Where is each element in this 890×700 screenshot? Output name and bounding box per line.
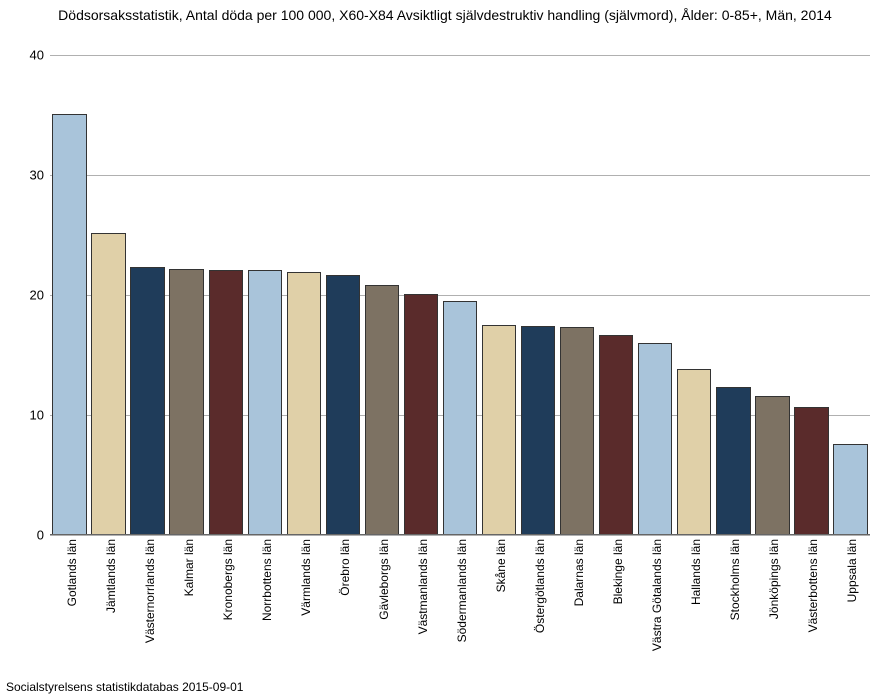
bar xyxy=(248,270,282,535)
bar-slot: Västernorrlands län xyxy=(128,55,167,535)
bar-slot: Jönköpings län xyxy=(753,55,792,535)
x-tick-label: Örebro län xyxy=(334,535,352,596)
bar xyxy=(638,343,672,535)
bar xyxy=(677,369,711,535)
bar-slot: Västra Götalands län xyxy=(636,55,675,535)
bar-slot: Uppsala län xyxy=(831,55,870,535)
bar xyxy=(52,114,86,535)
chart-container: Dödsorsaksstatistik, Antal döda per 100 … xyxy=(0,0,890,700)
x-tick-label: Västernorrlands län xyxy=(139,535,157,643)
bar xyxy=(794,407,828,535)
x-tick-label: Västerbottens län xyxy=(802,535,820,632)
x-tick-label: Norrbottens län xyxy=(256,535,274,621)
x-tick-label: Östergötlands län xyxy=(529,535,547,633)
bar-slot: Dalarnas län xyxy=(558,55,597,535)
x-tick-label: Jönköpings län xyxy=(763,535,781,619)
y-tick-label: 10 xyxy=(30,408,50,423)
bar xyxy=(404,294,438,535)
bar-slot: Kronobergs län xyxy=(206,55,245,535)
bar xyxy=(326,275,360,535)
bar-slot: Södermanlands län xyxy=(440,55,479,535)
y-tick-label: 20 xyxy=(30,288,50,303)
y-tick-label: 0 xyxy=(37,528,50,543)
bar-slot: Västerbottens län xyxy=(792,55,831,535)
bar xyxy=(560,327,594,535)
bar xyxy=(482,325,516,535)
bar-slot: Blekinge län xyxy=(597,55,636,535)
bar xyxy=(287,272,321,535)
x-tick-label: Södermanlands län xyxy=(451,535,469,642)
bar-slot: Kalmar län xyxy=(167,55,206,535)
bar xyxy=(209,270,243,535)
x-tick-label: Stockholms län xyxy=(724,535,742,620)
x-tick-label: Hallands län xyxy=(685,535,703,605)
bar-slot: Värmlands län xyxy=(284,55,323,535)
bar xyxy=(130,267,164,535)
bar xyxy=(755,396,789,535)
x-tick-label: Västra Götalands län xyxy=(646,535,664,651)
bar-slot: Skåne län xyxy=(480,55,519,535)
x-tick-label: Kronobergs län xyxy=(217,535,235,620)
x-tick-label: Dalarnas län xyxy=(568,535,586,606)
x-tick-label: Gotlands län xyxy=(61,535,79,606)
x-tick-label: Gävleborgs län xyxy=(373,535,391,620)
bar-slot: Norrbottens län xyxy=(245,55,284,535)
x-tick-label: Uppsala län xyxy=(841,535,859,602)
bar-slot: Örebro län xyxy=(323,55,362,535)
chart-title: Dödsorsaksstatistik, Antal döda per 100 … xyxy=(0,0,890,24)
bar xyxy=(716,387,750,535)
x-tick-label: Jämtlands län xyxy=(100,535,118,613)
bar xyxy=(521,326,555,535)
bar xyxy=(169,269,203,535)
x-tick-label: Värmlands län xyxy=(295,535,313,616)
bar-slot: Gotlands län xyxy=(50,55,89,535)
x-tick-label: Skåne län xyxy=(490,535,508,592)
bar-slot: Gävleborgs län xyxy=(362,55,401,535)
bar-slot: Hallands län xyxy=(675,55,714,535)
footnote: Socialstyrelsens statistikdatabas 2015-0… xyxy=(6,680,243,694)
y-tick-label: 30 xyxy=(30,168,50,183)
bar-slot: Västmanlands län xyxy=(401,55,440,535)
bars: Gotlands länJämtlands länVästernorrlands… xyxy=(50,55,870,535)
x-tick-label: Blekinge län xyxy=(607,535,625,604)
bar-slot: Jämtlands län xyxy=(89,55,128,535)
x-tick-label: Västmanlands län xyxy=(412,535,430,634)
bar xyxy=(833,444,867,535)
bar-slot: Stockholms län xyxy=(714,55,753,535)
bar xyxy=(443,301,477,535)
bar-slot: Östergötlands län xyxy=(519,55,558,535)
bar xyxy=(365,285,399,535)
plot-area: 010203040 Gotlands länJämtlands länVäste… xyxy=(50,55,870,535)
x-tick-label: Kalmar län xyxy=(178,535,196,596)
bar xyxy=(599,335,633,535)
x-axis-baseline xyxy=(50,534,870,535)
y-tick-label: 40 xyxy=(30,48,50,63)
bar xyxy=(91,233,125,535)
